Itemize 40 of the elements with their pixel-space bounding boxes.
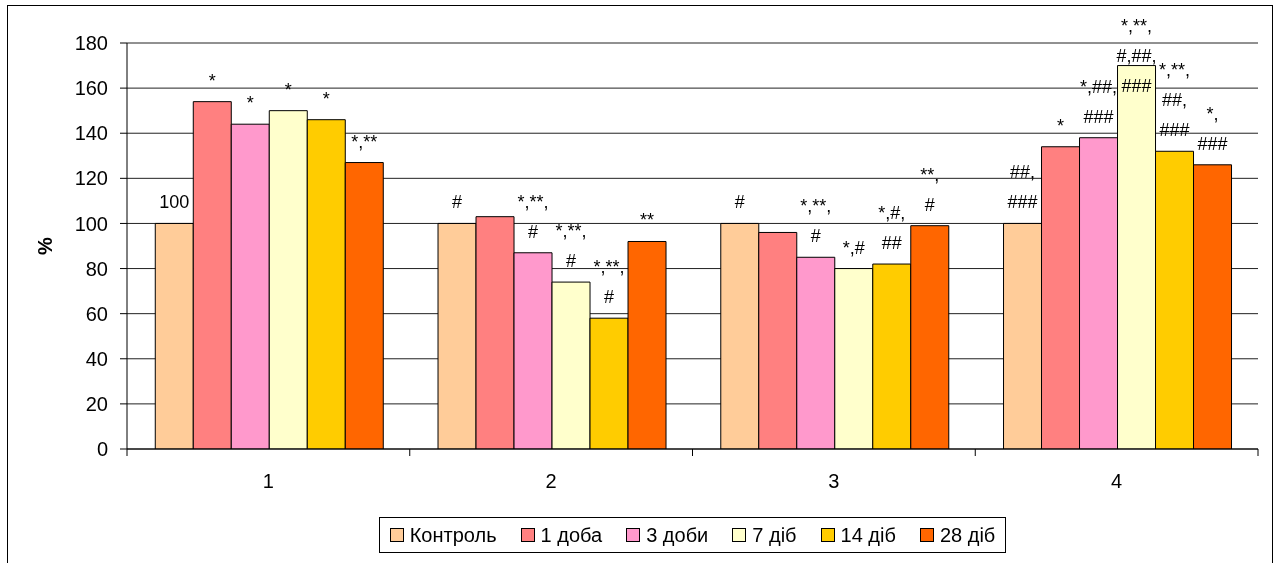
data-label: #: [452, 192, 463, 213]
y-tick-label: 160: [74, 77, 108, 100]
data-label: *: [208, 70, 216, 91]
legend-label: 14 діб: [840, 523, 896, 548]
data-label: *,**, #: [555, 221, 587, 272]
legend-label: Контроль: [409, 523, 497, 548]
y-tick-label: 120: [74, 167, 108, 190]
y-tick-label: 20: [85, 392, 108, 415]
data-label: *,**, #: [517, 191, 549, 242]
data-label: *, ###: [1197, 103, 1228, 154]
x-tick-label: 3: [828, 470, 840, 493]
legend-label: 28 діб: [939, 523, 996, 548]
data-label: *: [1057, 115, 1065, 136]
data-label: *,**, #,##, ###: [1116, 16, 1157, 96]
data-label: *: [322, 88, 330, 109]
y-tick-label: 0: [96, 438, 108, 461]
y-tick-label: 40: [85, 347, 108, 370]
y-tick-label: 180: [74, 32, 108, 55]
x-tick-label: 4: [1111, 470, 1123, 493]
legend-label: 3 доби: [646, 523, 709, 548]
data-label: *,**, #: [800, 196, 832, 247]
y-tick-label: 140: [74, 122, 108, 145]
data-label: *: [284, 79, 292, 100]
x-tick-label: 2: [545, 470, 557, 493]
data-label: *,##, ###: [1080, 76, 1118, 127]
data-label: #: [734, 192, 745, 213]
data-label: *,#: [842, 237, 865, 258]
data-label: 100: [159, 192, 190, 213]
data-label: *: [246, 93, 254, 114]
legend-label: 1 доба: [540, 523, 603, 548]
data-label: *,#, ##: [878, 203, 906, 254]
y-tick-label: 80: [85, 257, 108, 280]
y-tick-label: 60: [85, 302, 108, 325]
y-axis-title: %: [34, 236, 56, 255]
data-label: **: [640, 210, 655, 231]
data-label: *,**: [351, 131, 378, 152]
data-label: ##, ###: [1007, 162, 1038, 213]
x-tick-label: 1: [262, 470, 274, 493]
y-tick-label: 100: [74, 212, 108, 235]
legend-label: 7 діб: [752, 523, 797, 548]
